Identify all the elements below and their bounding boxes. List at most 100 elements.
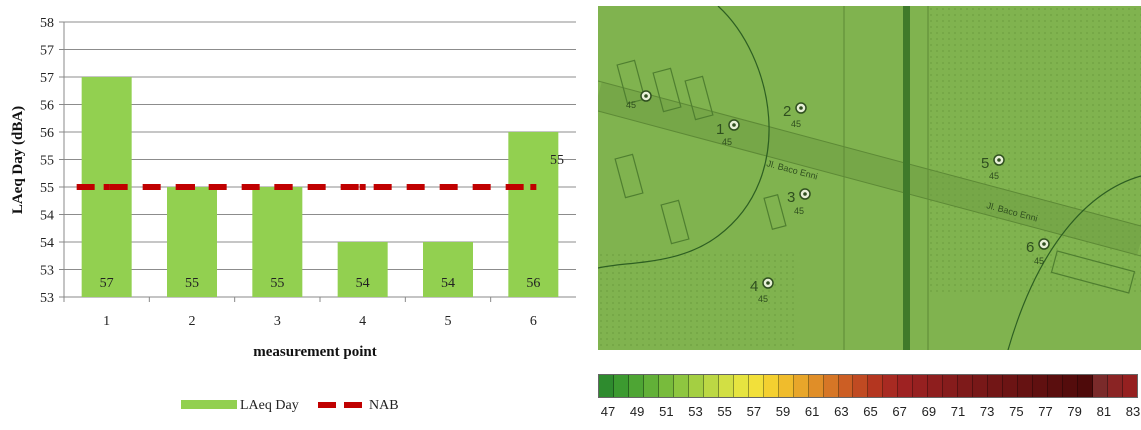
scale-color-cell bbox=[628, 375, 644, 397]
scale-color-cell bbox=[973, 375, 989, 397]
measurement-point-3: 3 45 bbox=[787, 188, 811, 216]
scale-label: 59 bbox=[775, 404, 791, 419]
scale-color-cell bbox=[808, 375, 824, 397]
dotted-field-left bbox=[598, 252, 798, 350]
data-labels: 57 55 55 54 54 56 bbox=[100, 276, 541, 291]
legend-label-laeq: LAeq Day bbox=[240, 398, 299, 413]
point-label: 4 bbox=[750, 278, 758, 295]
scale-label: 65 bbox=[863, 404, 878, 419]
point-label: 3 bbox=[787, 189, 795, 206]
scale-color-cell bbox=[1107, 375, 1123, 397]
y-tick-label: 53 bbox=[40, 264, 54, 279]
scale-label: 53 bbox=[688, 404, 703, 419]
point-value: 45 bbox=[758, 294, 768, 304]
data-label: 55 bbox=[185, 276, 199, 291]
scale-color-cell bbox=[1048, 375, 1064, 397]
dotted-field-right bbox=[928, 6, 1141, 296]
nab-point-marker bbox=[530, 184, 537, 190]
point-label: 5 bbox=[981, 155, 989, 172]
scale-color-cell bbox=[793, 375, 809, 397]
point-marker-center bbox=[766, 281, 770, 285]
scale-label: 81 bbox=[1096, 404, 1112, 419]
nab-line bbox=[76, 184, 537, 190]
scale-label: 83 bbox=[1125, 404, 1141, 419]
scale-color-cell bbox=[748, 375, 764, 397]
scale-color-cell bbox=[943, 375, 959, 397]
point-value: 45 bbox=[1034, 256, 1044, 266]
nab-point-marker bbox=[445, 184, 451, 190]
scale-label: 69 bbox=[921, 404, 937, 419]
scale-label: 47 bbox=[600, 404, 616, 419]
data-label: 54 bbox=[441, 276, 455, 291]
x-tick-labels: 1 2 3 4 5 6 bbox=[63, 297, 537, 329]
y-tick-label: 58 bbox=[40, 16, 54, 31]
scale-color-cell bbox=[868, 375, 884, 397]
road-edge-bottom bbox=[598, 110, 1141, 257]
scale-color-cell bbox=[599, 375, 614, 397]
point-marker-center bbox=[644, 94, 648, 98]
legend-label-nab: NAB bbox=[369, 398, 399, 413]
scale-label: 57 bbox=[746, 404, 762, 419]
x-tick-label: 5 bbox=[445, 314, 452, 329]
point-value: 45 bbox=[794, 206, 804, 216]
scale-label: 49 bbox=[629, 404, 645, 419]
scale-color-cell bbox=[703, 375, 719, 397]
y-tick-label: 57 bbox=[40, 44, 54, 59]
scale-color-cell bbox=[688, 375, 704, 397]
point-label: 2 bbox=[783, 103, 791, 120]
x-tick-label: 4 bbox=[359, 314, 366, 329]
point-marker-center bbox=[799, 106, 803, 110]
scale-color-cell bbox=[928, 375, 944, 397]
scale-label: 61 bbox=[804, 404, 820, 419]
y-tick-label: 54 bbox=[40, 209, 54, 224]
scale-color-cell bbox=[1003, 375, 1019, 397]
measurement-point-1: 1 45 bbox=[716, 119, 740, 147]
measurement-point-4: 4 45 bbox=[750, 277, 774, 304]
scale-color-cell bbox=[658, 375, 674, 397]
x-tick-label: 2 bbox=[189, 314, 196, 329]
legend: LAeq Day NAB bbox=[181, 398, 399, 413]
measurement-point-2: 2 45 bbox=[783, 102, 807, 129]
data-label: 55 bbox=[270, 276, 284, 291]
legend-swatch-laeq bbox=[181, 400, 237, 409]
point-value: 45 bbox=[722, 137, 732, 147]
scale-color-cell bbox=[763, 375, 779, 397]
scale-color-cell bbox=[898, 375, 914, 397]
point-marker-center bbox=[1042, 242, 1046, 246]
nab-point-marker bbox=[274, 184, 281, 190]
point-marker-center bbox=[732, 123, 736, 127]
scale-color-cell bbox=[733, 375, 749, 397]
point-label: 6 bbox=[1026, 239, 1034, 256]
y-tick-label: 55 bbox=[40, 154, 54, 169]
nab-value-label: 55 bbox=[550, 153, 564, 168]
measurement-point-6: 6 45 bbox=[1026, 238, 1050, 266]
scale-color-cell bbox=[613, 375, 629, 397]
road-edge-top bbox=[598, 80, 1141, 227]
contour-line-left bbox=[598, 6, 770, 269]
color-scale-legend: 47 49 51 53 55 57 59 61 63 65 67 69 71 73 75 77 79 81 83 bbox=[598, 374, 1141, 430]
point-label: 1 bbox=[716, 121, 724, 138]
scale-color-cell bbox=[1122, 375, 1137, 397]
buildings bbox=[614, 59, 1136, 294]
scale-color-cell bbox=[958, 375, 974, 397]
scale-color-cell bbox=[718, 375, 734, 397]
bar bbox=[508, 132, 559, 297]
data-label: 56 bbox=[526, 276, 540, 291]
nab-point-marker bbox=[359, 184, 366, 190]
scale-color-cell bbox=[778, 375, 794, 397]
scale-label: 63 bbox=[834, 404, 849, 419]
color-scale-bar bbox=[598, 374, 1138, 398]
scale-color-cell bbox=[1092, 375, 1108, 397]
scale-label: 55 bbox=[717, 404, 732, 419]
point-marker-center bbox=[803, 192, 807, 196]
y-tick-label: 56 bbox=[40, 126, 54, 141]
bar bbox=[423, 242, 473, 297]
contour-line-right bbox=[1007, 175, 1141, 350]
y-tick-labels: 53 53 54 54 55 55 56 56 57 57 58 bbox=[40, 16, 54, 306]
scale-label: 77 bbox=[1038, 404, 1053, 419]
scale-label: 67 bbox=[892, 404, 907, 419]
nab-point-marker bbox=[103, 184, 110, 190]
scale-label: 71 bbox=[950, 404, 966, 419]
bar bbox=[167, 187, 217, 297]
